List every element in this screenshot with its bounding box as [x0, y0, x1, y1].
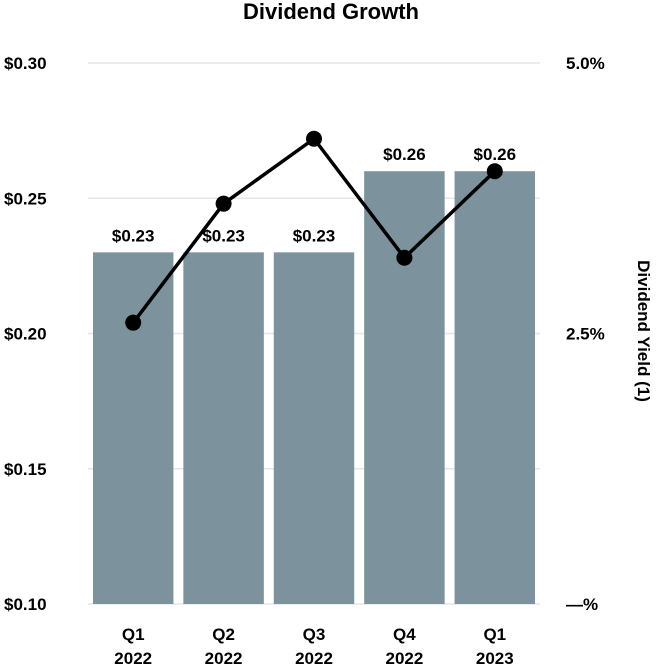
- left-axis-ticks: $0.10 $0.15 $0.20 $0.25 $0.30: [4, 54, 47, 614]
- yield-point: [486, 163, 503, 180]
- yield-line-series: [125, 130, 503, 331]
- yield-point: [396, 249, 413, 266]
- left-tick-label: $0.30: [4, 54, 47, 73]
- bar: [183, 252, 264, 604]
- category-label-year: 2022: [295, 649, 333, 668]
- yield-point: [306, 130, 322, 147]
- category-label-quarter: Q3: [303, 625, 326, 644]
- category-label-quarter: Q1: [122, 625, 145, 644]
- bar-data-label: $0.23: [112, 226, 155, 245]
- right-tick-label: 5.0%: [566, 54, 605, 73]
- category-label-year: 2022: [385, 649, 423, 668]
- category-axis-labels: Q1 2022 Q2 2022 Q3 2022 Q4 2022 Q1 2023: [114, 625, 513, 668]
- left-tick-label: $0.25: [4, 189, 47, 208]
- category-label-quarter: Q4: [393, 625, 416, 644]
- chart-title: Dividend Growth: [243, 0, 419, 24]
- bar-data-labels: $0.23 $0.23 $0.23 $0.26 $0.26: [112, 145, 516, 245]
- bar-data-label: $0.26: [474, 145, 517, 164]
- category-label-year: 2023: [476, 649, 514, 668]
- left-tick-label: $0.10: [4, 595, 47, 614]
- yield-point: [215, 195, 232, 212]
- bar-data-label: $0.23: [293, 226, 336, 245]
- yield-point: [125, 314, 142, 331]
- left-tick-label: $0.15: [4, 460, 47, 479]
- bar: [364, 171, 445, 604]
- category-label-year: 2022: [114, 649, 152, 668]
- left-tick-label: $0.20: [4, 325, 47, 344]
- right-axis-ticks: —% 2.5% 5.0%: [566, 54, 605, 614]
- category-label-year: 2022: [205, 649, 243, 668]
- right-axis-label: Dividend Yield (1): [634, 260, 653, 402]
- right-tick-label: 2.5%: [566, 325, 605, 344]
- bar-data-label: $0.26: [383, 145, 426, 164]
- bar: [273, 252, 355, 604]
- right-tick-label: —%: [566, 595, 598, 614]
- category-label-quarter: Q2: [212, 625, 235, 644]
- category-label-quarter: Q1: [483, 625, 506, 644]
- bar: [454, 171, 536, 604]
- bar: [92, 252, 174, 604]
- bar-series: [92, 171, 536, 604]
- bar-data-label: $0.23: [202, 226, 245, 245]
